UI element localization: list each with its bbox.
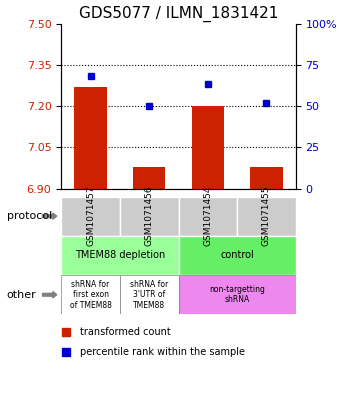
- Text: shRNA for
3'UTR of
TMEM88: shRNA for 3'UTR of TMEM88: [130, 280, 168, 310]
- Bar: [178, 196, 237, 236]
- Bar: [61, 236, 178, 275]
- Text: TMEM88 depletion: TMEM88 depletion: [75, 250, 165, 261]
- Text: other: other: [7, 290, 36, 300]
- Text: GSM1071455: GSM1071455: [262, 186, 271, 246]
- Bar: [61, 275, 120, 314]
- Title: GDS5077 / ILMN_1831421: GDS5077 / ILMN_1831421: [79, 6, 278, 22]
- Bar: [250, 167, 283, 189]
- Text: shRNA for
first exon
of TMEM88: shRNA for first exon of TMEM88: [70, 280, 112, 310]
- Bar: [192, 106, 224, 189]
- Text: GSM1071457: GSM1071457: [86, 186, 95, 246]
- Bar: [61, 196, 120, 236]
- Bar: [237, 196, 296, 236]
- Bar: [178, 236, 296, 275]
- Bar: [133, 167, 165, 189]
- Text: control: control: [220, 250, 254, 261]
- Bar: [120, 196, 178, 236]
- Bar: [178, 275, 296, 314]
- Text: protocol: protocol: [7, 211, 52, 221]
- Text: non-targetting
shRNA: non-targetting shRNA: [209, 285, 265, 305]
- Text: transformed count: transformed count: [80, 327, 171, 337]
- Bar: [74, 87, 107, 189]
- Text: percentile rank within the sample: percentile rank within the sample: [80, 347, 245, 357]
- Text: GSM1071456: GSM1071456: [145, 186, 154, 246]
- Text: GSM1071454: GSM1071454: [203, 186, 212, 246]
- Bar: [120, 275, 178, 314]
